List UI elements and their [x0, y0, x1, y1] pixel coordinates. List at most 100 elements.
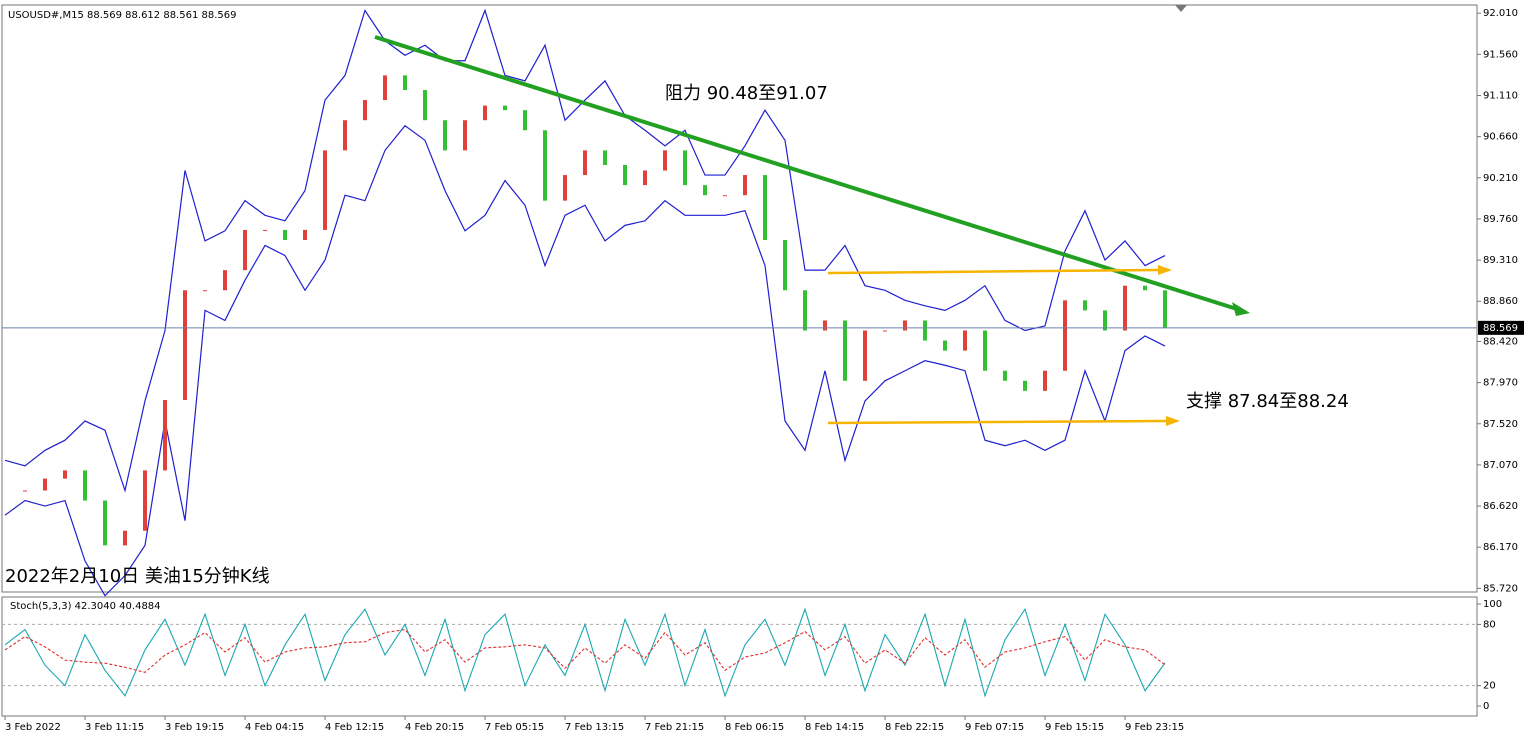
candle [163, 399, 167, 471]
candle [963, 330, 967, 351]
chart-caption: 2022年2月10日 美油15分钟K线 [5, 566, 270, 587]
y-tick-label: 89.310 [1483, 255, 1518, 266]
candle [303, 229, 307, 240]
y-tick-label: 92.010 [1483, 8, 1518, 19]
candle [1143, 285, 1147, 291]
resistance-label: 阻力 90.48至91.07 [665, 83, 828, 104]
candle [483, 105, 487, 121]
candle [1043, 370, 1047, 391]
candle [763, 175, 767, 240]
candle [883, 330, 887, 332]
candle [523, 110, 527, 131]
y-tick-label: 90.210 [1483, 173, 1518, 184]
candle [203, 290, 207, 292]
resistance-trendline [374, 35, 1241, 312]
candle [83, 470, 87, 501]
candle [623, 165, 627, 186]
y-tick-label: 0 [1483, 701, 1489, 712]
y-tick-label: 20 [1483, 681, 1496, 692]
candle [323, 150, 327, 230]
x-tick-label: 3 Feb 19:15 [165, 722, 224, 733]
candle [183, 290, 187, 400]
y-tick-label: 87.070 [1483, 460, 1518, 471]
candle [583, 150, 587, 176]
y-tick-label: 80 [1483, 619, 1496, 630]
candle [1083, 300, 1087, 311]
bollinger-band [4, 8, 1166, 493]
y-tick-label: 100 [1483, 599, 1502, 610]
candle [43, 478, 47, 491]
candle [443, 120, 447, 151]
candle [223, 270, 227, 291]
arrow-head [1158, 265, 1172, 275]
bollinger-band [4, 124, 1166, 597]
candle [943, 340, 947, 351]
candle [103, 500, 107, 546]
y-tick-label: 88.420 [1483, 336, 1518, 347]
candle [503, 105, 507, 111]
candle [723, 195, 727, 197]
x-tick-label: 3 Feb 11:15 [85, 722, 144, 733]
candle [123, 530, 127, 546]
current-price-label: 88.569 [1483, 323, 1518, 334]
y-tick-label: 89.760 [1483, 214, 1518, 225]
y-tick-label: 91.560 [1483, 49, 1518, 60]
candle [403, 75, 407, 91]
y-tick-label: 85.720 [1483, 583, 1518, 594]
current-price-box [1478, 320, 1524, 335]
candle [343, 120, 347, 151]
candle [63, 470, 67, 479]
candle [1123, 285, 1127, 331]
candle [563, 175, 567, 201]
shift-marker [1175, 5, 1187, 12]
stoch-line [4, 628, 1166, 673]
candle [143, 470, 147, 531]
candle [743, 175, 747, 196]
candle [863, 330, 867, 381]
y-tick-label: 91.110 [1483, 91, 1518, 102]
candle [803, 290, 807, 331]
candle [243, 229, 247, 271]
x-tick-label: 9 Feb 23:15 [1125, 722, 1184, 733]
candle [423, 90, 427, 121]
x-tick-label: 7 Feb 21:15 [645, 722, 704, 733]
stoch-header: Stoch(5,3,3) 42.3040 40.4884 [10, 601, 161, 612]
candle [1063, 300, 1067, 371]
y-tick-label: 90.660 [1483, 132, 1518, 143]
candle [543, 130, 547, 201]
candle [283, 229, 287, 240]
candle [843, 320, 847, 381]
y-tick-label: 87.970 [1483, 378, 1518, 389]
arrow-head [1166, 416, 1180, 426]
marks: 92.010 91.560 91.110 90.660 90.210 89.760 89.3… [2, 8, 1524, 733]
candle [703, 185, 707, 196]
candle [383, 75, 387, 101]
stoch-line [4, 607, 1166, 698]
candle [263, 229, 267, 231]
x-tick-label: 7 Feb 13:15 [565, 722, 624, 733]
y-tick-label: 87.520 [1483, 419, 1518, 430]
candle [1023, 380, 1027, 391]
x-tick-label: 8 Feb 06:15 [725, 722, 784, 733]
symbol-header: USOUSD#,M15 88.569 88.612 88.561 88.569 [8, 10, 237, 21]
support-label: 支撑 87.84至88.24 [1186, 391, 1349, 412]
arrow-head [1232, 302, 1250, 316]
candle [923, 320, 927, 341]
x-tick-label: 4 Feb 12:15 [325, 722, 384, 733]
x-tick-label: 8 Feb 14:15 [805, 722, 864, 733]
y-tick-label: 88.860 [1483, 296, 1518, 307]
support-channel [827, 419, 1169, 425]
candle [1103, 310, 1107, 331]
resistance-channel [827, 268, 1161, 275]
candle [23, 490, 27, 492]
candle [603, 150, 607, 166]
main-panel [1, 4, 1478, 593]
stoch-panel [1, 596, 1478, 717]
x-tick-label: 7 Feb 05:15 [485, 722, 544, 733]
candle [1163, 290, 1167, 328]
x-tick-label: 4 Feb 20:15 [405, 722, 464, 733]
x-tick-label: 4 Feb 04:15 [245, 722, 304, 733]
y-tick-label: 86.620 [1483, 501, 1518, 512]
